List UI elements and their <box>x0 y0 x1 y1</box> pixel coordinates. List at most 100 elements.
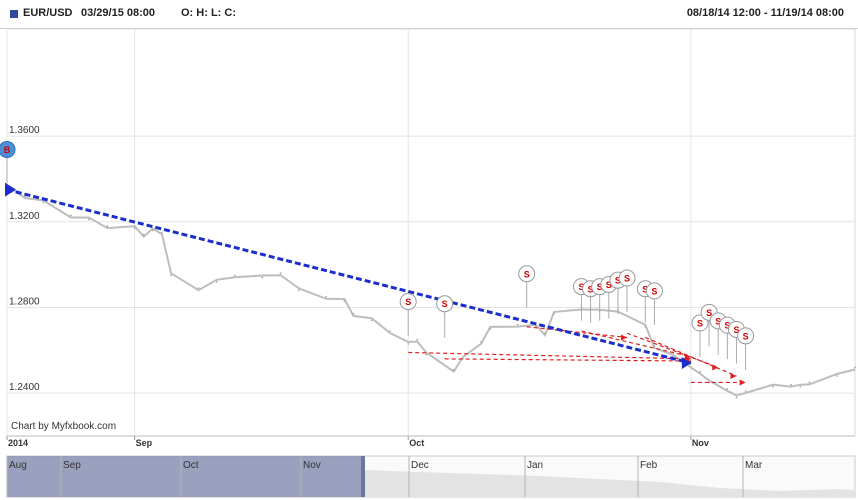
trade-link <box>626 332 719 369</box>
symbol-label: EUR/USD <box>23 7 73 19</box>
price-point <box>161 231 163 234</box>
sell-marker: S <box>645 282 663 325</box>
trade-arrow-icon <box>621 334 628 341</box>
marker-label: S <box>597 282 603 292</box>
price-point <box>343 300 346 302</box>
price-point <box>370 319 373 322</box>
marker-circle <box>399 293 417 311</box>
y-tick-label: 1.2400 <box>9 382 40 393</box>
price-point <box>726 387 729 390</box>
marker-circle <box>436 295 454 313</box>
marker-label: S <box>588 284 594 294</box>
price-point <box>425 353 428 356</box>
x-tick-label: 2014 <box>8 438 28 448</box>
navigator-month-label: Oct <box>183 460 199 471</box>
price-point <box>69 214 72 217</box>
y-tick-label: 1.2800 <box>9 296 40 307</box>
marker-label: S <box>715 316 721 326</box>
trade-link <box>408 351 691 360</box>
navigator-month-label: Sep <box>63 460 81 471</box>
price-series-line <box>6 184 856 397</box>
y-tick-label: 1.3600 <box>9 125 40 136</box>
navigator-month-label: Jan <box>527 460 543 471</box>
price-point <box>553 313 555 315</box>
buy-marker: B <box>0 141 16 184</box>
marker-label: S <box>651 286 657 296</box>
marker-label: S <box>578 282 584 292</box>
navigator-month-label: Dec <box>411 460 429 471</box>
price-point <box>106 225 109 227</box>
price-point <box>416 338 419 341</box>
trade-link <box>526 326 628 339</box>
navigator-selected-window <box>7 456 363 497</box>
y-tick-label: 1.3200 <box>9 211 40 222</box>
trade-arrow-icon <box>712 364 719 371</box>
price-point <box>516 323 519 326</box>
navigator-handle <box>361 456 365 497</box>
trend-start-arrow-icon <box>5 182 16 197</box>
marker-label: S <box>706 308 712 318</box>
marker-label: S <box>524 269 530 279</box>
trend-end-arrow-icon <box>681 357 691 370</box>
price-point <box>197 287 200 290</box>
marker-label: S <box>642 284 648 294</box>
visible-range: 08/18/14 12:00 - 11/19/14 08:00 <box>686 7 844 19</box>
price-point <box>42 201 45 204</box>
marker-label: S <box>442 299 448 309</box>
price-point <box>170 274 173 277</box>
price-point <box>790 383 793 386</box>
price-point <box>544 332 546 335</box>
marker-label: S <box>624 274 630 284</box>
price-point <box>772 385 774 388</box>
x-tick-label: Sep <box>136 438 153 448</box>
price-point <box>261 276 264 279</box>
price-point <box>133 227 136 230</box>
marker-label: S <box>615 276 621 286</box>
navigator-month-label: Feb <box>640 460 658 471</box>
price-point <box>234 274 236 277</box>
navigator-month-label: Nov <box>303 460 321 471</box>
price-point <box>452 368 455 371</box>
marker-label: S <box>606 280 612 290</box>
ohlc-readout: O: H: L: C: <box>181 7 236 19</box>
navigator-series <box>363 470 855 497</box>
price-point <box>744 390 747 392</box>
price-point <box>325 295 328 298</box>
marker-circle <box>737 327 755 345</box>
price-point <box>142 233 145 236</box>
symbol-color-icon <box>10 10 18 18</box>
trade-link <box>444 358 691 362</box>
trade-arrow-icon <box>730 373 737 380</box>
navigator-month-label: Mar <box>745 460 763 471</box>
x-tick-label: Nov <box>692 438 709 448</box>
marker-circle <box>618 269 636 287</box>
price-point <box>480 340 483 343</box>
sell-marker: S <box>618 269 636 313</box>
sell-marker: S <box>691 314 709 358</box>
sell-marker: S <box>518 265 536 308</box>
price-point <box>808 381 811 384</box>
trade-link <box>645 336 737 377</box>
price-point <box>699 370 701 373</box>
marker-label: B <box>4 145 11 155</box>
sell-marker: S <box>436 295 454 338</box>
price-point <box>407 342 410 345</box>
marker-circle <box>518 265 536 283</box>
price-point <box>735 396 738 399</box>
marker-circle <box>645 282 663 300</box>
price-point <box>151 229 154 232</box>
marker-label: S <box>743 331 749 341</box>
marker-label: S <box>697 319 703 329</box>
buy-trend-line <box>6 188 692 365</box>
marker-label: S <box>733 325 739 335</box>
trade-link <box>581 330 692 358</box>
price-point <box>352 313 355 315</box>
price-point <box>854 366 856 369</box>
trade-arrow-icon <box>739 379 746 386</box>
marker-label: S <box>724 321 730 331</box>
cursor-date: 03/29/15 08:00 <box>81 7 156 19</box>
price-point <box>88 218 90 221</box>
sell-marker: S <box>399 293 417 336</box>
price-point <box>644 325 647 328</box>
